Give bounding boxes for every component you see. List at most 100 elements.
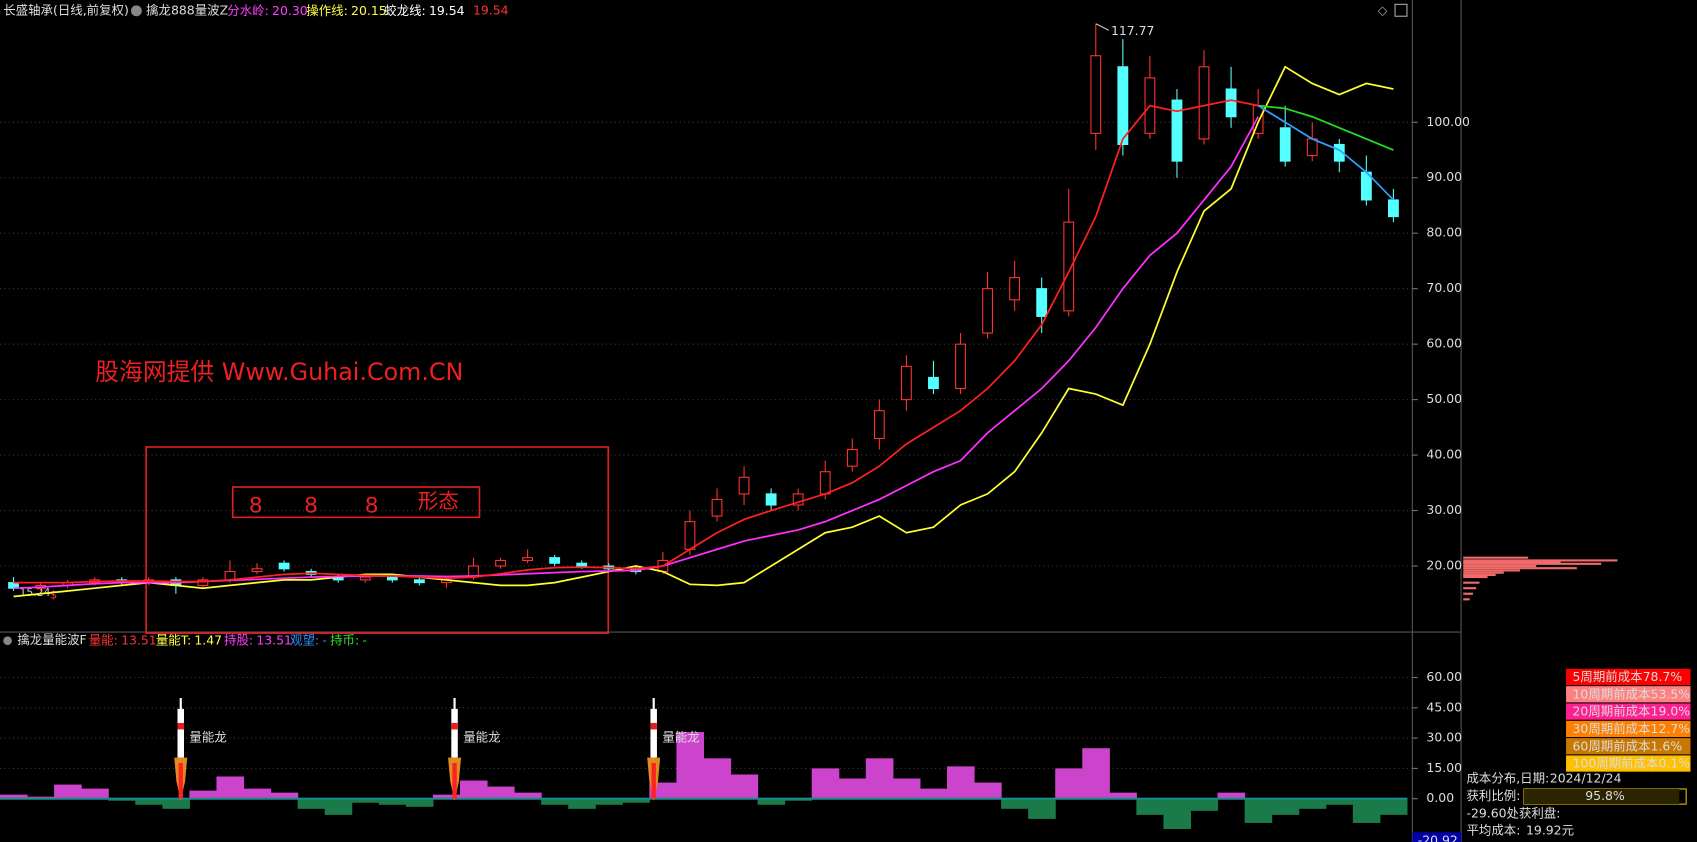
candle-body bbox=[413, 579, 425, 584]
legend-label: 20周期前成本19.0% bbox=[1573, 704, 1691, 719]
cost-date: 2024/12/24 bbox=[1550, 771, 1622, 786]
rocket-label: 量能龙 bbox=[463, 730, 500, 745]
candle-body bbox=[873, 410, 885, 439]
bar bbox=[243, 788, 272, 799]
candle-body bbox=[900, 365, 912, 401]
rocket-stripe bbox=[451, 722, 458, 730]
candle-body bbox=[846, 448, 858, 467]
y-tick-label: 40.00 bbox=[1426, 447, 1462, 462]
candle-body bbox=[251, 568, 263, 573]
bar bbox=[378, 798, 407, 805]
legend-swatch bbox=[1566, 703, 1691, 720]
bar bbox=[541, 798, 569, 805]
bar bbox=[1136, 798, 1164, 815]
pattern-box bbox=[145, 446, 610, 634]
bar bbox=[568, 798, 596, 809]
bar bbox=[1055, 768, 1083, 799]
indicator-name: 量能T: bbox=[156, 632, 191, 647]
bar bbox=[676, 732, 705, 799]
y-tick-label: 70.00 bbox=[1426, 280, 1462, 295]
candle-body bbox=[928, 376, 939, 390]
rocket-stripe bbox=[650, 722, 657, 730]
ma-line bbox=[13, 65, 1394, 598]
bar bbox=[1325, 798, 1354, 805]
rocket-core bbox=[178, 762, 183, 799]
y-tick-label: 100.00 bbox=[1426, 114, 1470, 129]
icon[interactable] bbox=[130, 5, 142, 17]
legend-label: 100周期前成本0.1% bbox=[1573, 756, 1691, 771]
indicator-extra: 19.54 bbox=[473, 2, 509, 17]
y-tick-label: 45.00 bbox=[1426, 699, 1462, 714]
candle-body bbox=[495, 559, 506, 567]
indicator-name: 持币: bbox=[330, 632, 359, 647]
icon[interactable] bbox=[1394, 3, 1408, 17]
indicator: 蛟龙线: 19.54 bbox=[384, 2, 464, 17]
bar bbox=[351, 798, 380, 803]
indicator-name: 操作线: bbox=[306, 2, 348, 17]
profit-label-value: 95.8% bbox=[1585, 788, 1625, 803]
bar bbox=[270, 792, 299, 799]
bar bbox=[297, 798, 326, 809]
indicator-name: 蛟龙线: bbox=[384, 2, 426, 17]
chart-title: 长盛轴承(日线,前复权) bbox=[3, 2, 129, 17]
profit-label: 获利比例: bbox=[1466, 788, 1520, 803]
indicator-name: 分水岭: bbox=[227, 2, 269, 17]
y-tick-label: 60.00 bbox=[1426, 336, 1462, 351]
bar bbox=[459, 780, 488, 799]
legend-swatch bbox=[1566, 720, 1691, 738]
candle-body bbox=[792, 493, 804, 506]
y-tick-label: 60.00 bbox=[1426, 669, 1462, 684]
y-tick-label: 90.00 bbox=[1426, 169, 1462, 184]
bar bbox=[1271, 798, 1300, 815]
bar bbox=[432, 794, 461, 799]
bar bbox=[757, 798, 786, 805]
candle-body bbox=[765, 493, 777, 506]
ma-line bbox=[1258, 104, 1394, 151]
bar bbox=[189, 790, 217, 799]
pattern-digit: 8 bbox=[249, 493, 263, 518]
bar bbox=[1244, 798, 1273, 823]
candle-body bbox=[1279, 127, 1291, 162]
rocket-label: 量能龙 bbox=[662, 730, 699, 745]
rocket-core bbox=[452, 762, 457, 799]
bar bbox=[1001, 798, 1029, 809]
bar bbox=[0, 794, 28, 799]
legend-swatch bbox=[1566, 738, 1691, 755]
candle-body bbox=[1090, 55, 1102, 134]
bar bbox=[1352, 798, 1381, 823]
pattern-digit: 8 bbox=[304, 493, 318, 518]
y-tick-label: 50.00 bbox=[1426, 391, 1462, 406]
last-value-box bbox=[1412, 832, 1462, 842]
bar bbox=[946, 766, 975, 799]
candle-body bbox=[819, 471, 831, 495]
candle-body bbox=[386, 576, 398, 581]
rocket-body bbox=[177, 708, 184, 758]
candle-body bbox=[955, 343, 966, 390]
rocket-body bbox=[650, 708, 657, 758]
candle-body bbox=[1225, 88, 1237, 118]
legend-label: 60周期前成本1.6% bbox=[1573, 738, 1683, 753]
icon[interactable]: ◇ bbox=[1378, 2, 1388, 17]
ma-line bbox=[13, 99, 1259, 584]
candle-body bbox=[684, 521, 696, 550]
indicator-value: 1.47 bbox=[194, 632, 222, 647]
candle-body bbox=[1171, 99, 1183, 162]
candle-body bbox=[224, 571, 236, 581]
indicator-value: - bbox=[322, 632, 327, 647]
indicator-value: - bbox=[362, 632, 367, 647]
candle-body bbox=[359, 576, 371, 581]
indicator-name: 量能: bbox=[89, 632, 118, 647]
bar bbox=[595, 798, 623, 805]
chart-subtitle: 擒龙888量波Z bbox=[146, 2, 228, 17]
candle-body bbox=[1388, 199, 1399, 218]
indicator: 持股: 13.51 bbox=[224, 632, 292, 647]
candle-body bbox=[1333, 143, 1345, 162]
max-pointer bbox=[1095, 23, 1110, 31]
bar bbox=[1190, 798, 1219, 811]
y-tick-label: 30.00 bbox=[1426, 730, 1462, 745]
bar bbox=[216, 776, 245, 799]
candle-body bbox=[1198, 66, 1210, 140]
indicator: 持币: - bbox=[330, 632, 367, 647]
icon[interactable] bbox=[3, 636, 12, 646]
